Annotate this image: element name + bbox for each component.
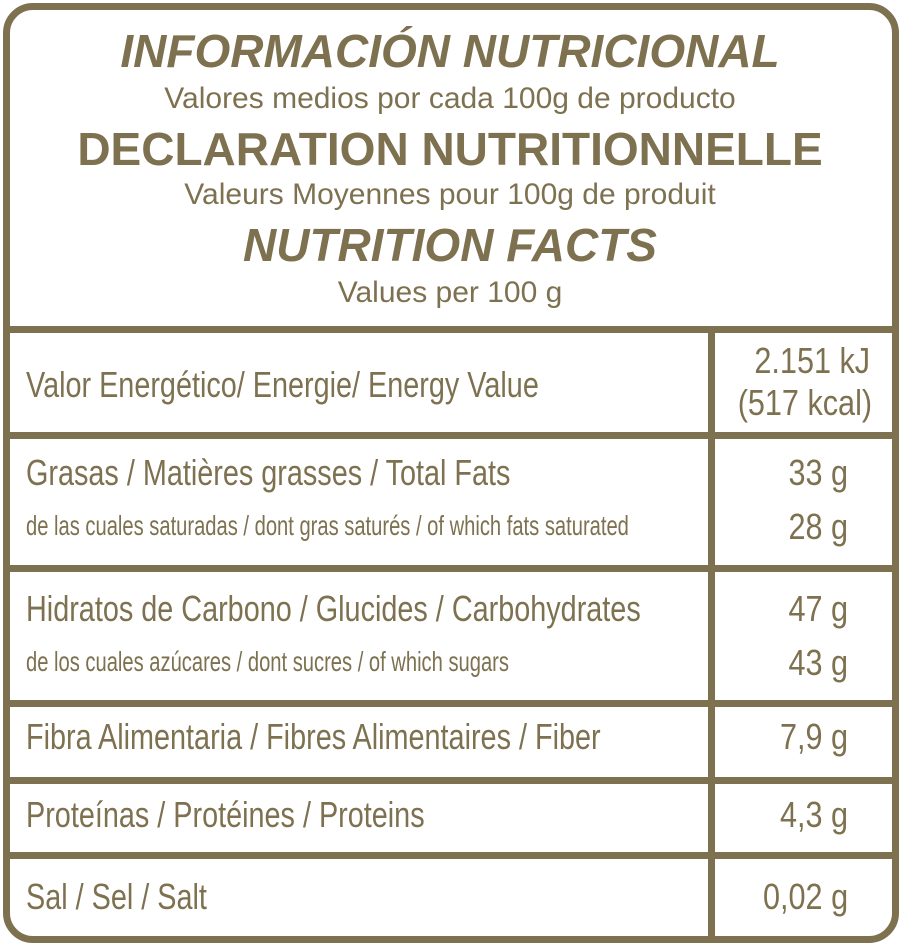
sugars-value: 43 g [788, 642, 848, 683]
energy-kj: 2.151 kJ [754, 340, 870, 381]
saturated-value: 28 g [788, 506, 848, 547]
label-border [3, 3, 899, 943]
divider [3, 432, 899, 439]
title-en: NUTRITION FACTS [243, 219, 657, 271]
fiber-value: 7,9 g [779, 716, 848, 757]
subtitle-fr: Valeurs Moyennes pour 100g de produit [184, 178, 716, 211]
carbs-value: 47 g [788, 588, 848, 629]
carbs-label: Hidratos de Carbono / Glucides / Carbohy… [26, 588, 641, 629]
column-divider [708, 329, 715, 936]
fiber-label: Fibra Alimentaria / Fibres Alimentaires … [26, 716, 601, 757]
divider [3, 852, 899, 859]
subtitle-en: Values per 100 g [337, 276, 563, 309]
salt-value: 0,02 g [762, 876, 848, 917]
divider [3, 565, 899, 572]
fats-label: Grasas / Matières grasses / Total Fats [26, 452, 511, 493]
subtitle-es: Valores medios por cada 100g de producto [164, 82, 736, 115]
protein-label: Proteínas / Protéines / Proteins [26, 794, 425, 835]
salt-label: Sal / Sel / Salt [26, 876, 207, 917]
protein-value: 4,3 g [779, 794, 848, 835]
saturated-label: de las cuales saturadas / dont gras satu… [26, 510, 629, 541]
fats-value: 33 g [788, 452, 848, 493]
divider [3, 777, 899, 784]
divider [3, 326, 899, 333]
divider [3, 700, 899, 707]
sugars-label: de los cuales azúcares / dont sucres / o… [26, 646, 509, 677]
title-fr: DECLARATION NUTRITIONNELLE [77, 123, 823, 175]
title-es: INFORMACIÓN NUTRICIONAL [120, 25, 780, 77]
energy-label: Valor Energético/ Energie/ Energy Value [26, 364, 539, 405]
energy-kcal: (517 kcal) [737, 382, 872, 423]
